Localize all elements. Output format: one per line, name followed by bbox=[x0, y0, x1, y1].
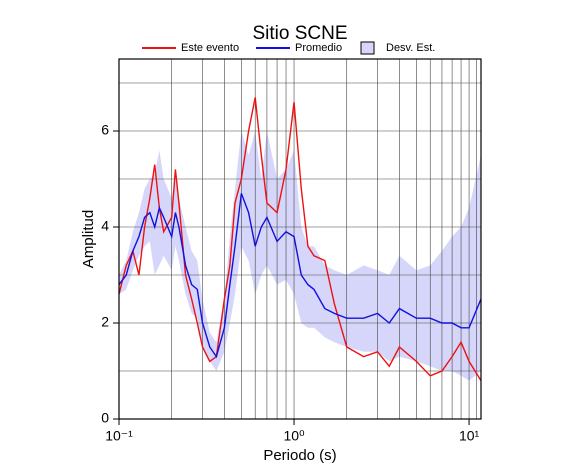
x-tick-label: 10⁻¹ bbox=[105, 428, 133, 444]
x-tick-label: 10¹ bbox=[459, 428, 480, 444]
legend-label: Este evento bbox=[181, 42, 239, 54]
legend-label: Promedio bbox=[295, 42, 342, 54]
series-line bbox=[118, 97, 482, 381]
plot-frame bbox=[118, 58, 482, 420]
x-tick-label: 10⁰ bbox=[283, 428, 305, 444]
std-band bbox=[119, 131, 481, 381]
y-tick-label: 6 bbox=[101, 122, 109, 138]
x-axis-label: Periodo (s) bbox=[263, 447, 336, 464]
legend-swatch bbox=[360, 41, 375, 55]
y-tick-label: 4 bbox=[101, 218, 109, 234]
legend-label: Desv. Est. bbox=[386, 42, 435, 54]
y-tick-label: 0 bbox=[101, 410, 109, 426]
series-line bbox=[118, 193, 482, 359]
y-axis-label: Amplitud bbox=[80, 210, 97, 268]
y-tick-label: 2 bbox=[101, 314, 109, 330]
chart-title: Sitio SCNE bbox=[252, 23, 347, 44]
